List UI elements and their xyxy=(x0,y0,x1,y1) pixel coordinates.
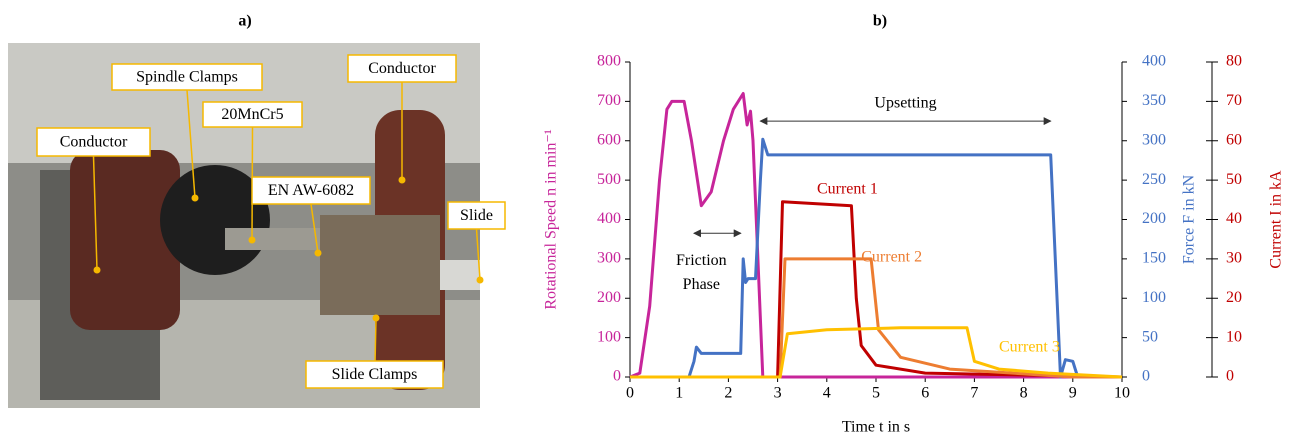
y3-tick-label: 0 xyxy=(1226,368,1234,385)
photo-label: Conductor xyxy=(60,134,128,151)
y-tick-label: 0 xyxy=(613,368,621,385)
y3-tick-label: 60 xyxy=(1226,131,1242,148)
callout-line xyxy=(475,228,481,281)
series-line xyxy=(630,137,1122,379)
y2-tick-label: 200 xyxy=(1142,210,1166,227)
callout-line xyxy=(186,89,196,199)
callout-dot xyxy=(93,266,101,274)
photo-label: Spindle Clamps xyxy=(136,69,238,86)
callout-dot xyxy=(398,176,406,184)
y2-tick-label: 150 xyxy=(1142,250,1166,267)
annotation: Friction xyxy=(676,252,727,269)
callout-dot xyxy=(248,236,256,244)
panel-label: b) xyxy=(873,13,887,30)
y2-tick-label: 0 xyxy=(1142,368,1150,385)
slide xyxy=(440,260,480,290)
y-tick-label: 200 xyxy=(597,289,621,306)
photo-label: Conductor xyxy=(368,60,436,77)
x-axis-label: Time t in s xyxy=(842,419,910,436)
callout-line xyxy=(92,155,98,271)
label-box xyxy=(251,176,371,205)
y-tick-label: 600 xyxy=(597,131,621,148)
y3-axis-label: Current I in kA xyxy=(1268,170,1285,269)
series-label: Current 1 xyxy=(817,181,878,198)
y-tick-label: 700 xyxy=(597,92,621,109)
x-tick-label: 6 xyxy=(921,385,929,402)
callout-dot xyxy=(476,276,484,284)
label-box xyxy=(111,63,263,91)
x-tick-label: 10 xyxy=(1114,385,1130,402)
x-tick-label: 9 xyxy=(1069,385,1077,402)
series-line xyxy=(630,326,1123,379)
series-label: Current 2 xyxy=(861,249,922,266)
photo-label: Slide Clamps xyxy=(332,366,418,383)
y3-tick-label: 30 xyxy=(1226,250,1242,267)
y3-tick-label: 50 xyxy=(1226,171,1242,188)
workpiece xyxy=(225,228,335,250)
photo-labels: Spindle Clamps Conductor 20MnCr5 Conductor E… xyxy=(36,54,506,389)
y-tick-label: 800 xyxy=(597,53,621,70)
y2-tick-label: 50 xyxy=(1142,328,1158,345)
y3-tick-label: 40 xyxy=(1226,210,1242,227)
photo xyxy=(8,43,480,408)
callout-dot xyxy=(314,249,322,257)
label-box xyxy=(305,360,444,389)
slide-clamp xyxy=(320,215,440,315)
y2-tick-label: 300 xyxy=(1142,131,1166,148)
label-box xyxy=(447,201,506,230)
photo-label: 20MnCr5 xyxy=(221,106,283,123)
x-tick-label: 0 xyxy=(626,385,634,402)
x-tick-label: 3 xyxy=(774,385,782,402)
y3-tick-label: 70 xyxy=(1226,92,1242,109)
series-line xyxy=(630,200,1123,379)
photo-label: Slide xyxy=(460,207,493,224)
y2-tick-label: 250 xyxy=(1142,171,1166,188)
x-tick-label: 2 xyxy=(724,385,732,402)
callout-dot xyxy=(191,194,199,202)
label-box xyxy=(36,127,151,157)
callout-line xyxy=(310,203,319,254)
series-line xyxy=(629,92,1122,379)
panel-label: a) xyxy=(238,13,251,30)
x-tick-label: 1 xyxy=(675,385,683,402)
y-tick-label: 300 xyxy=(597,250,621,267)
y3-tick-label: 20 xyxy=(1226,289,1242,306)
y3-tick-label: 10 xyxy=(1226,328,1242,345)
y-tick-label: 400 xyxy=(597,210,621,227)
y-tick-label: 100 xyxy=(597,328,621,345)
label-box xyxy=(202,101,303,128)
callout-dot xyxy=(372,314,380,322)
series-label: Current 3 xyxy=(999,339,1060,356)
label-box xyxy=(347,54,457,83)
photo-label: EN AW-6082 xyxy=(268,182,354,199)
y-axis-label: Rotational Speed n in min⁻¹ xyxy=(543,129,560,310)
y2-axis-label: Force F in kN xyxy=(1181,174,1198,264)
x-tick-label: 5 xyxy=(872,385,880,402)
y3-tick-label: 80 xyxy=(1226,53,1242,70)
x-tick-label: 7 xyxy=(970,385,978,402)
x-tick-label: 4 xyxy=(823,385,831,402)
annotation: Phase xyxy=(683,276,720,293)
y2-tick-label: 400 xyxy=(1142,53,1166,70)
y2-tick-label: 350 xyxy=(1142,92,1166,109)
y-tick-label: 500 xyxy=(597,171,621,188)
x-tick-label: 8 xyxy=(1020,385,1028,402)
y2-tick-label: 100 xyxy=(1142,289,1166,306)
chart: 0 1 2 3 4 5 6 7 8 9 100100200300400500600700800050… xyxy=(543,53,1285,436)
annotation: Upsetting xyxy=(874,95,936,112)
conductor-left xyxy=(70,150,180,330)
